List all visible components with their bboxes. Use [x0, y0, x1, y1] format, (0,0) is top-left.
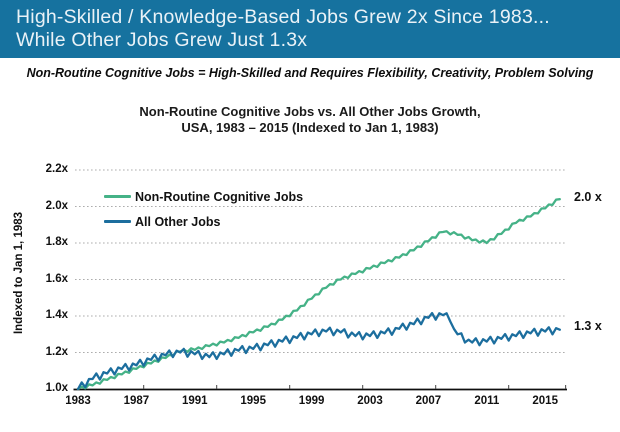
footnote-definition: Non-Routine Cognitive Jobs = High-Skille…	[26, 66, 594, 80]
series-end-value-label-blue: 1.3 x	[574, 319, 602, 333]
x-tick-label: 1991	[182, 395, 208, 407]
chart-title-line1: Non-Routine Cognitive Jobs vs. All Other…	[139, 104, 481, 119]
legend-label-all-other-jobs: All Other Jobs	[135, 214, 221, 229]
series-end-value-label-green: 2.0 x	[574, 190, 602, 204]
x-tick-label: 2007	[415, 395, 442, 407]
y-tick-label: 2.2x	[45, 163, 68, 175]
y-tick-label: 1.8x	[45, 236, 68, 248]
header-title-line2: While Other Jobs Grew Just 1.3x	[16, 29, 308, 51]
header-title-line1: High-Skilled / Knowledge-Based Jobs Grew…	[16, 6, 550, 28]
y-tick-label: 2.0x	[45, 199, 68, 212]
x-tick-label: 2015	[532, 395, 558, 407]
legend: Non-Routine Cognitive Jobs All Other Job…	[104, 184, 303, 234]
legend-swatch-blue-line	[104, 220, 131, 223]
x-tick-label: 1987	[123, 395, 150, 407]
legend-label-non-routine-cognitive-jobs: Non-Routine Cognitive Jobs	[135, 189, 304, 204]
y-tick-label: 1.0x	[45, 382, 68, 394]
chart-title-line2: USA, 1983 – 2015 (Indexed to Jan 1, 1983…	[181, 120, 439, 135]
legend-swatch-green-line	[104, 195, 131, 198]
x-tick-label: 1983	[65, 395, 91, 407]
header-band: High-Skilled / Knowledge-Based Jobs Grew…	[0, 0, 620, 58]
chart-title: Non-Routine Cognitive Jobs vs. All Other…	[0, 104, 620, 136]
x-tick-label: 2011	[474, 395, 500, 407]
series-line-1	[76, 311, 561, 391]
legend-item-non-routine-cognitive-jobs: Non-Routine Cognitive Jobs	[104, 184, 303, 209]
legend-item-all-other-jobs: All Other Jobs	[104, 209, 303, 234]
x-tick-label: 2003	[357, 395, 383, 407]
y-tick-label: 1.6x	[45, 272, 68, 285]
x-tick-label: 1999	[298, 395, 325, 407]
y-tick-label: 1.2x	[45, 345, 68, 358]
x-tick-label: 1995	[240, 395, 266, 407]
y-tick-label: 1.4x	[45, 309, 68, 321]
